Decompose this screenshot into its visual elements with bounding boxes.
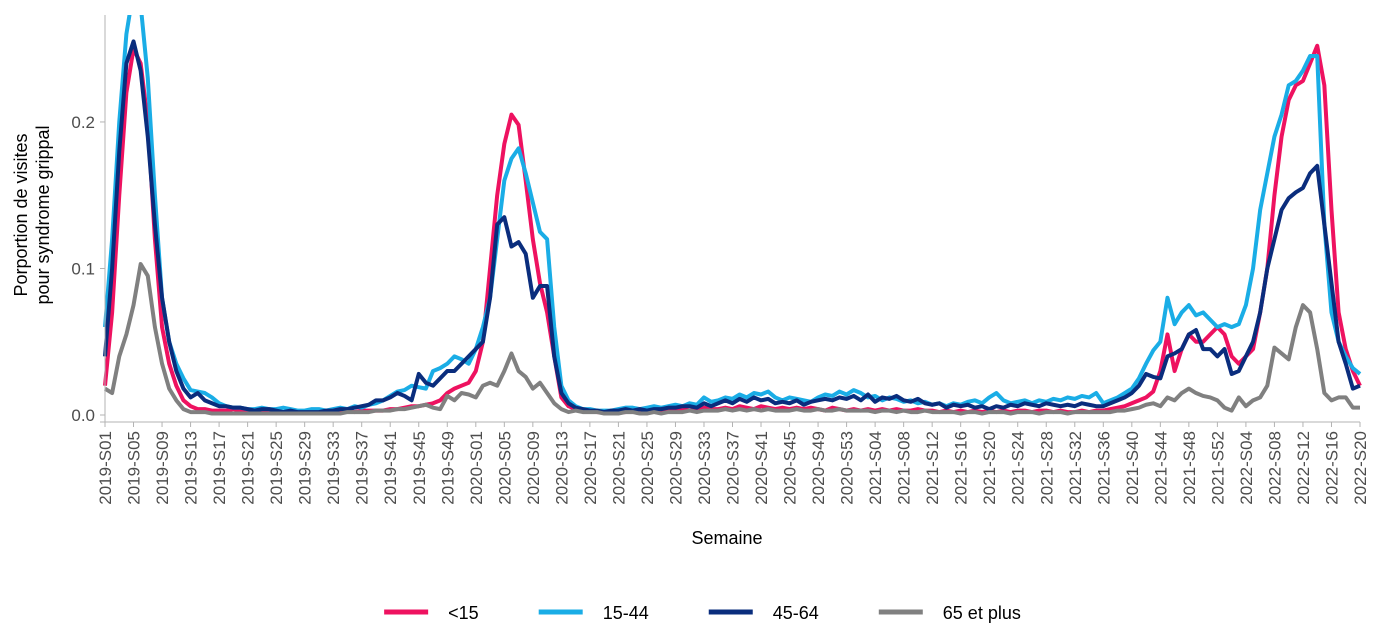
x-tick-label: 2019-S21 (239, 431, 258, 505)
x-tick-label: 2019-S09 (153, 431, 172, 505)
y-tick-label: 0.2 (71, 113, 95, 132)
x-tick-label: 2019-S29 (296, 431, 315, 505)
plot-area (103, 15, 1362, 416)
x-tick-label: 2021-S44 (1151, 431, 1170, 505)
x-tick-label: 2020-S53 (838, 431, 857, 505)
x-tick-label: 2021-S20 (980, 431, 999, 505)
x-tick-label: 2020-S17 (581, 431, 600, 505)
legend-label: 45-64 (773, 603, 819, 623)
x-tick-label: 2021-S28 (1037, 431, 1056, 505)
x-tick-label: 2021-S24 (1009, 431, 1028, 505)
x-tick-label: 2019-S33 (324, 431, 343, 505)
x-tick-label: 2022-S08 (1265, 431, 1284, 505)
x-tick-label: 2019-S01 (96, 431, 115, 505)
x-tick-label: 2019-S13 (182, 431, 201, 505)
x-tick-label: 2020-S41 (752, 431, 771, 505)
x-tick-label: 2022-S16 (1322, 431, 1341, 505)
x-tick-label: 2020-S01 (467, 431, 486, 505)
y-axis-title: Porportion de visites (11, 133, 31, 296)
y-axis-title: pour syndrome grippal (33, 125, 53, 304)
x-tick-label: 2021-S16 (952, 431, 971, 505)
x-tick-label: 2021-S12 (923, 431, 942, 505)
x-tick-label: 2020-S25 (638, 431, 657, 505)
legend: <15 15-44 45-64 65 et plus (384, 603, 1021, 623)
y-tick-label: 0.1 (71, 259, 95, 278)
x-tick-label: 2021-S40 (1123, 431, 1142, 505)
x-tick-label: 2021-S48 (1180, 431, 1199, 505)
series-line (103, 262, 1360, 416)
x-tick-label: 2020-S45 (781, 431, 800, 505)
x-tick-label: 2020-S13 (552, 431, 571, 505)
x-tick-label: 2019-S17 (210, 431, 229, 505)
x-tick-label: 2021-S36 (1094, 431, 1113, 505)
legend-label: 15-44 (603, 603, 649, 623)
x-tick-label: 2020-S49 (809, 431, 828, 505)
x-tick-label: 2019-S25 (267, 431, 286, 505)
x-tick-label: 2020-S33 (695, 431, 714, 505)
x-tick-label: 2020-S37 (724, 431, 743, 505)
legend-label: <15 (448, 603, 479, 623)
x-tick-label: 2022-S04 (1237, 431, 1256, 505)
x-tick-label: 2019-S49 (438, 431, 457, 505)
x-tick-label: 2020-S05 (495, 431, 514, 505)
x-tick-label: 2021-S04 (866, 431, 885, 505)
series-line (103, 39, 1361, 415)
x-tick-label: 2021-S52 (1208, 431, 1227, 505)
x-tick-label: 2021-S32 (1066, 431, 1085, 505)
y-tick-label: 0.0 (71, 406, 95, 425)
x-tick-label: 2020-S09 (524, 431, 543, 505)
x-tick-label: 2022-S20 (1351, 431, 1370, 505)
x-tick-label: 2019-S05 (125, 431, 144, 505)
x-tick-label: 2019-S45 (410, 431, 429, 505)
legend-label: 65 et plus (943, 603, 1021, 623)
x-tick-label: 2022-S12 (1294, 431, 1313, 505)
x-tick-label: 2020-S21 (609, 431, 628, 505)
x-tick-label: 2021-S08 (895, 431, 914, 505)
x-tick-label: 2019-S41 (381, 431, 400, 505)
x-axis-title: Semaine (691, 528, 762, 548)
x-tick-label: 2020-S29 (666, 431, 685, 505)
x-tick-label: 2019-S37 (353, 431, 372, 505)
series-line (103, 43, 1362, 415)
series-line (103, 15, 1362, 413)
